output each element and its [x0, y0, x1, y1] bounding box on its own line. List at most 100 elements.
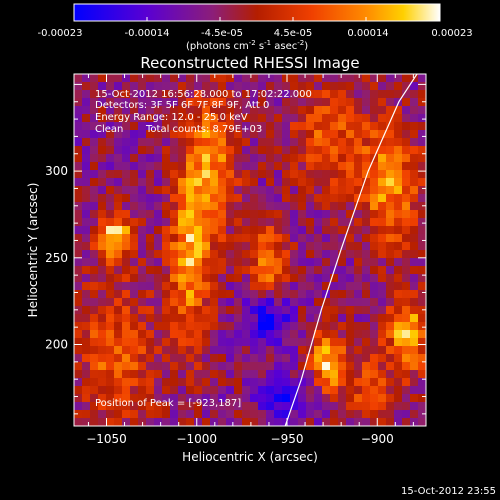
heatmap-cell [354, 130, 363, 139]
heatmap-cell [106, 138, 115, 147]
heatmap-cell [298, 346, 307, 355]
heatmap-cell [258, 114, 267, 123]
heatmap-cell [274, 178, 283, 187]
heatmap-cell [218, 210, 227, 219]
heatmap-cell [226, 218, 235, 227]
heatmap-cell [154, 274, 163, 283]
heatmap-cell [138, 234, 147, 243]
heatmap-cell [74, 410, 83, 419]
heatmap-cell [242, 274, 251, 283]
heatmap-cell [338, 362, 347, 371]
heatmap-cell [290, 98, 299, 107]
heatmap-cell [122, 90, 131, 99]
heatmap-cell [274, 106, 283, 115]
heatmap-cell [130, 266, 139, 275]
heatmap-cell [322, 218, 331, 227]
heatmap-cell [226, 114, 235, 123]
heatmap-cell [218, 394, 227, 403]
heatmap-cell [98, 250, 107, 259]
heatmap-cell [314, 274, 323, 283]
heatmap-cell [146, 290, 155, 299]
heatmap-cell [154, 130, 163, 139]
heatmap-cell [170, 250, 179, 259]
y-tick-label: 200 [45, 338, 68, 352]
heatmap-cell [378, 242, 387, 251]
heatmap-cell [250, 346, 259, 355]
heatmap-cell [218, 82, 227, 91]
heatmap-cell [314, 378, 323, 387]
heatmap-cell [210, 386, 219, 395]
heatmap-cell [258, 202, 267, 211]
heatmap-cell [218, 346, 227, 355]
heatmap-cell [90, 386, 99, 395]
heatmap-cell [202, 74, 211, 83]
heatmap-cell [378, 130, 387, 139]
heatmap-cell [306, 202, 315, 211]
heatmap-cell [298, 114, 307, 123]
heatmap-cell [402, 394, 411, 403]
heatmap-cell [162, 338, 171, 347]
heatmap-cell [226, 138, 235, 147]
heatmap-cell [74, 274, 83, 283]
heatmap-cell [210, 122, 219, 131]
heatmap-cell [98, 410, 107, 419]
heatmap-cell [186, 82, 195, 91]
heatmap-cell [314, 322, 323, 331]
heatmap-cell [266, 306, 275, 315]
heatmap-cell [146, 202, 155, 211]
heatmap-cell [178, 298, 187, 307]
heatmap-cell [122, 82, 131, 91]
heatmap-cell [210, 258, 219, 267]
heatmap-cell [226, 154, 235, 163]
heatmap-cell [274, 418, 283, 426]
heatmap-cell [234, 410, 243, 419]
heatmap-cell [138, 370, 147, 379]
heatmap-cell [370, 346, 379, 355]
heatmap-cell [314, 386, 323, 395]
heatmap-cell [362, 290, 371, 299]
heatmap-cell [250, 282, 259, 291]
heatmap-cell [218, 178, 227, 187]
heatmap-cell [282, 298, 291, 307]
heatmap-cell [322, 402, 331, 411]
heatmap-cell [418, 322, 426, 331]
heatmap-cell [346, 402, 355, 411]
heatmap-cell [90, 218, 99, 227]
heatmap-cell [130, 170, 139, 179]
heatmap-cell [362, 394, 371, 403]
heatmap-cell [146, 298, 155, 307]
heatmap-cell [106, 114, 115, 123]
footer-timestamp: 15-Oct-2012 23:55 [401, 486, 496, 497]
heatmap-cell [106, 274, 115, 283]
heatmap-cell [178, 202, 187, 211]
heatmap-cell [282, 218, 291, 227]
heatmap-cell [298, 122, 307, 131]
heatmap-cell [418, 338, 426, 347]
heatmap-cell [306, 178, 315, 187]
heatmap-cell [210, 114, 219, 123]
heatmap-cell [354, 298, 363, 307]
heatmap-cell [290, 266, 299, 275]
heatmap-cell [370, 322, 379, 331]
heatmap-cell [82, 378, 91, 387]
heatmap-cell [90, 282, 99, 291]
heatmap-cell [122, 186, 131, 195]
heatmap-cell [194, 218, 203, 227]
heatmap-cell [242, 346, 251, 355]
heatmap-cell [338, 82, 347, 91]
heatmap-cell [298, 202, 307, 211]
heatmap-cell [146, 138, 155, 147]
heatmap-cell [258, 250, 267, 259]
heatmap-cell [210, 290, 219, 299]
heatmap-cell [330, 170, 339, 179]
heatmap-cell [202, 186, 211, 195]
heatmap-cell [242, 290, 251, 299]
heatmap-cell [162, 226, 171, 235]
heatmap-cell [122, 298, 131, 307]
heatmap-cell [306, 266, 315, 275]
heatmap-cell [322, 274, 331, 283]
heatmap-cell [170, 82, 179, 91]
heatmap-cell [138, 266, 147, 275]
heatmap-cell [154, 242, 163, 251]
heatmap-cell [170, 338, 179, 347]
